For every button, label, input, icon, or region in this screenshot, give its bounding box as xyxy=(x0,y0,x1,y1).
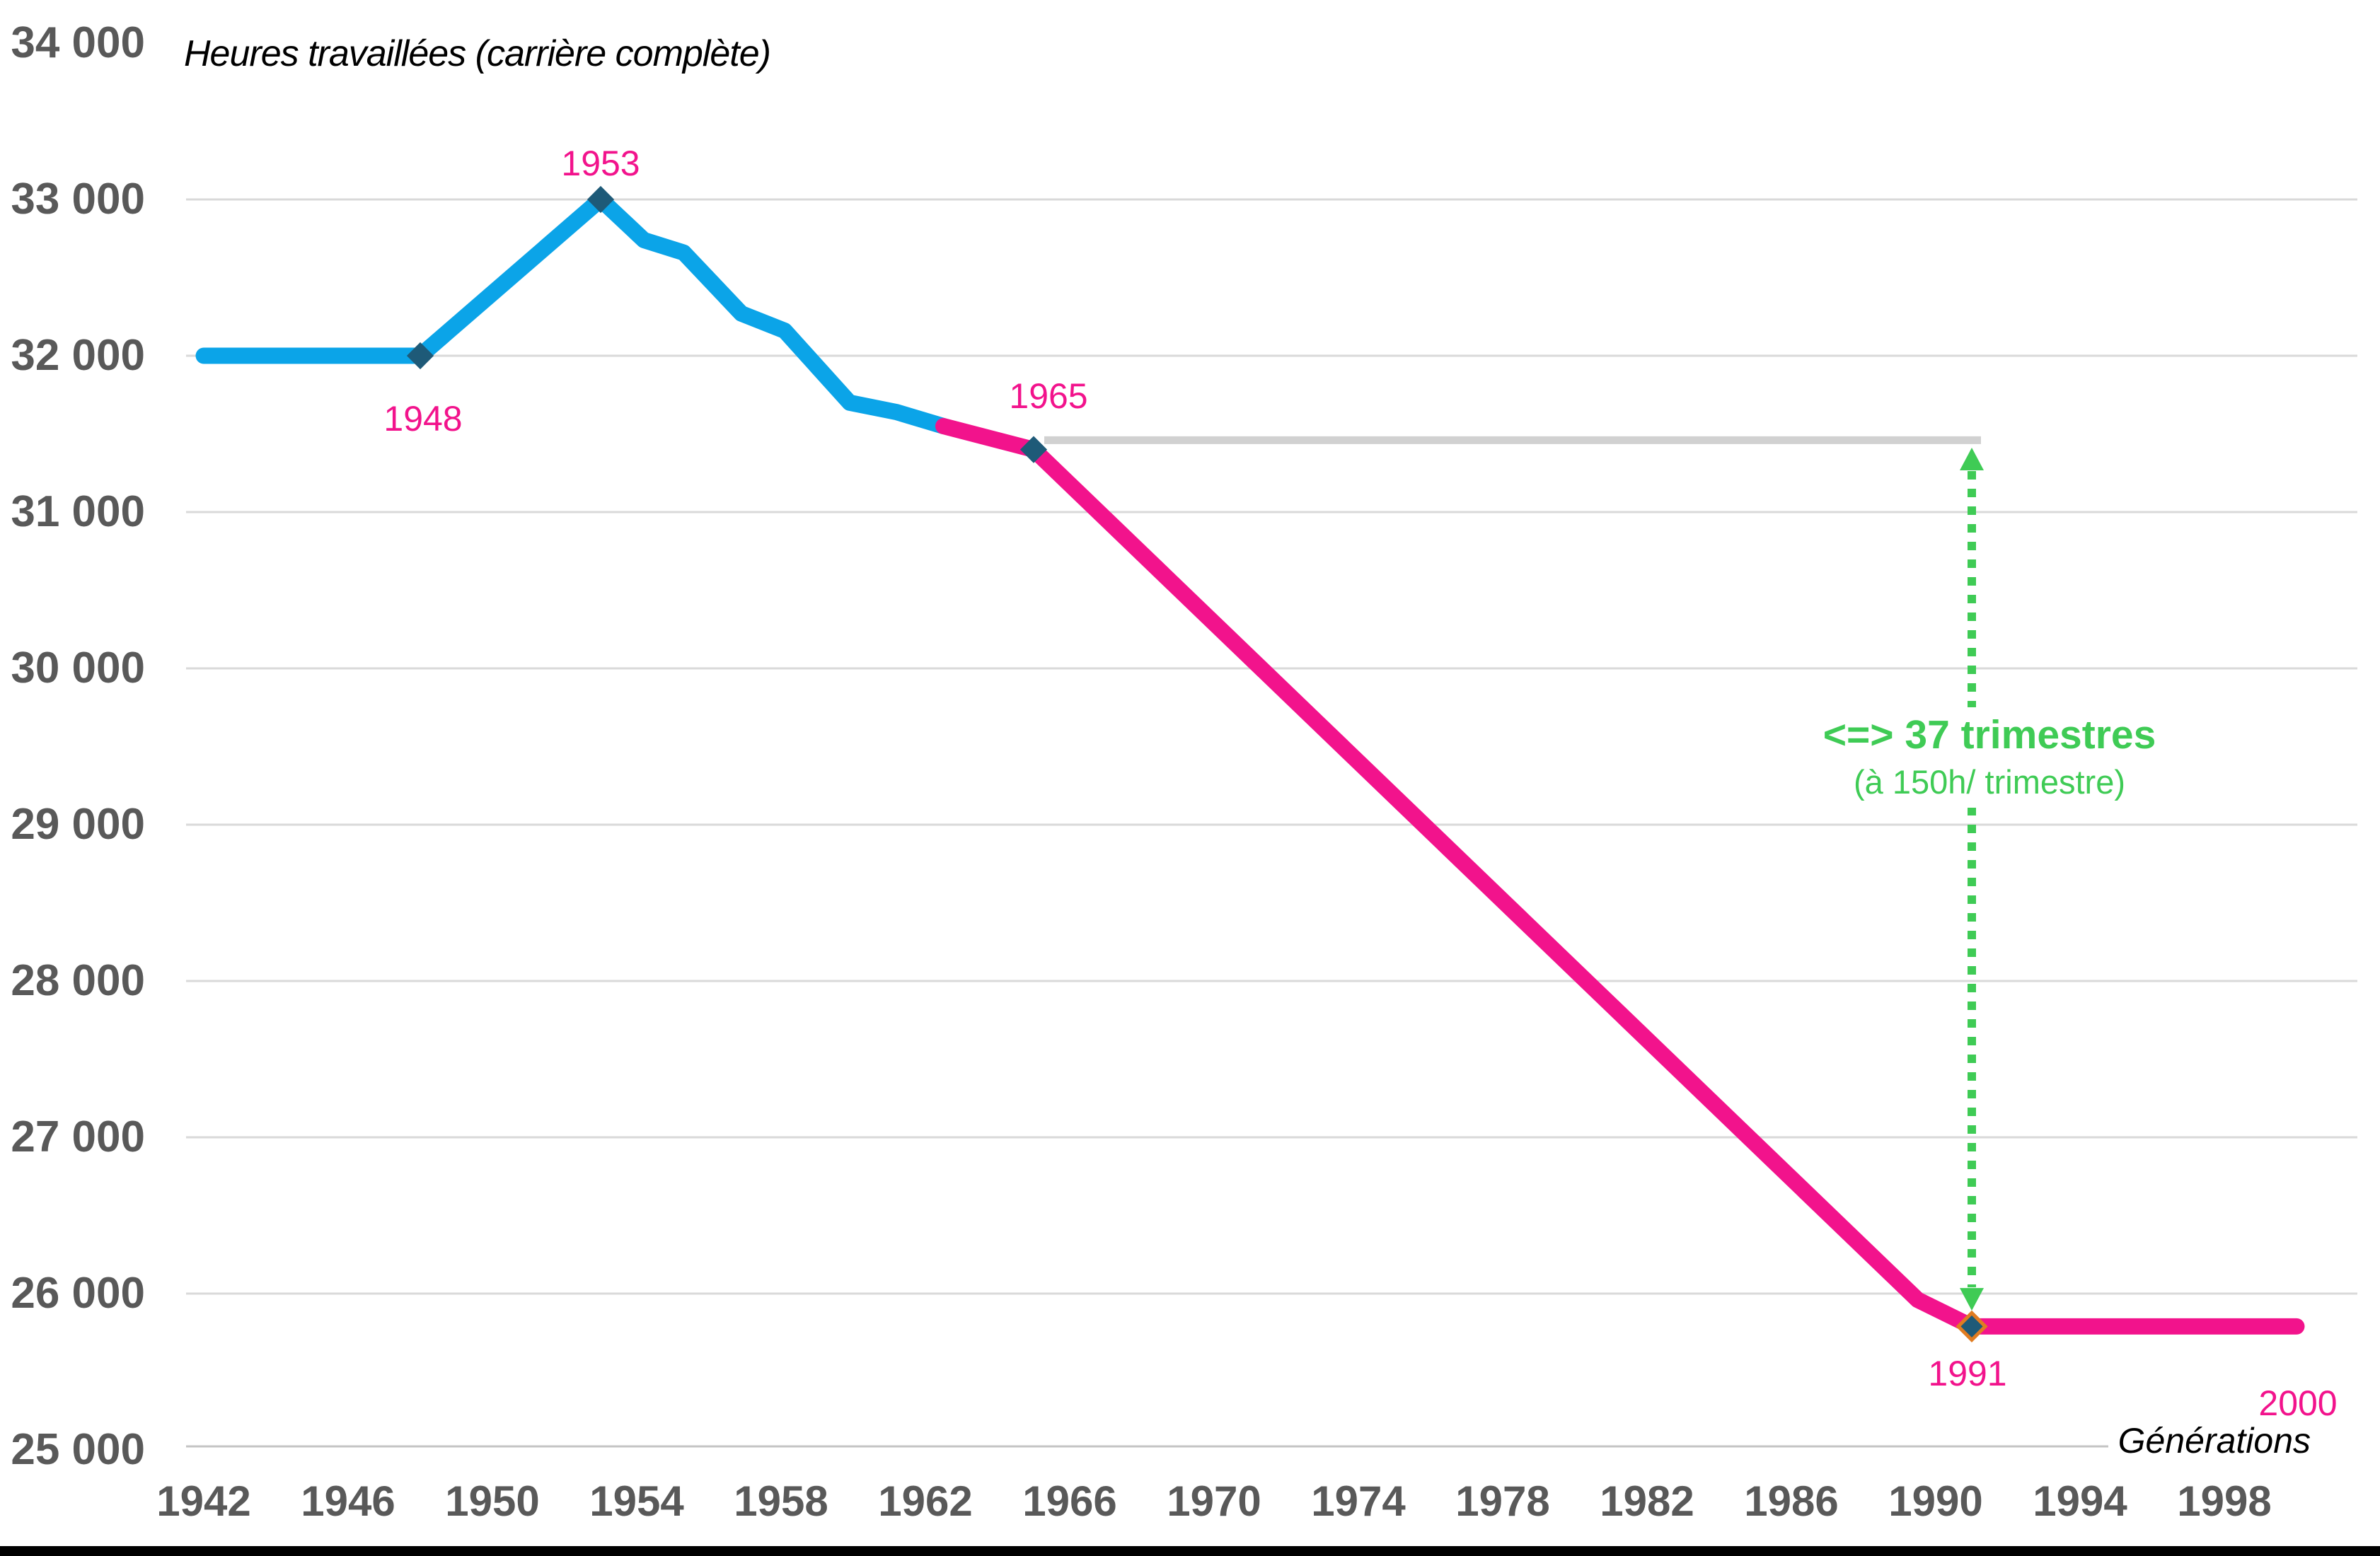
y-tick-label: 34 000 xyxy=(11,18,145,67)
x-tick-label: 1950 xyxy=(445,1477,540,1525)
x-tick-label: 1966 xyxy=(1022,1477,1117,1525)
x-tick-label: 1946 xyxy=(301,1477,395,1525)
data-line-generations-1962-2000-rose xyxy=(935,418,2305,1335)
y-tick-label: 29 000 xyxy=(11,800,145,849)
x-tick-label: 1982 xyxy=(1600,1477,1694,1525)
y-tick-label: 27 000 xyxy=(11,1113,145,1161)
x-tick-label: 1974 xyxy=(1311,1477,1406,1525)
x-tick-label: 1990 xyxy=(1888,1477,1983,1525)
trimestres-annotation-line2: (à 150h/ trimestre) xyxy=(1854,763,2125,801)
bottom-border-bar xyxy=(0,1546,2380,1556)
marker-diamond-1991 xyxy=(1956,1310,1988,1343)
y-tick-label: 30 000 xyxy=(11,644,145,692)
point-label-2000: 2000 xyxy=(2258,1383,2338,1424)
point-label-1965: 1965 xyxy=(1009,376,1088,416)
x-tick-label: 1998 xyxy=(2177,1477,2272,1525)
trimestres-arrow-head-down xyxy=(1960,1288,1984,1311)
marker-diamond-1965 xyxy=(1019,436,1048,463)
trimestres-annotation: <=> 37 trimestres (à 150h/ trimestre) xyxy=(1811,707,2168,808)
data-line-generations-1942-1962-bleu xyxy=(195,191,952,434)
x-tick-label: 1994 xyxy=(2033,1477,2127,1525)
x-tick-label: 1954 xyxy=(589,1477,684,1525)
point-label-1948: 1948 xyxy=(383,399,463,439)
x-tick-label: 1986 xyxy=(1744,1477,1839,1525)
y-tick-label: 33 000 xyxy=(11,175,145,223)
x-axis-title: Générations xyxy=(2118,1421,2311,1461)
x-tick-label: 1978 xyxy=(1455,1477,1550,1525)
y-tick-label: 31 000 xyxy=(11,487,145,536)
x-tick-label: 1942 xyxy=(156,1477,251,1525)
x-tick-label: 1958 xyxy=(734,1477,828,1525)
y-tick-label: 28 000 xyxy=(11,956,145,1005)
chart-title: Heures travaillées (carrière complète) xyxy=(184,33,771,74)
x-tick-label: 1962 xyxy=(878,1477,973,1525)
trimestres-arrow-head-up xyxy=(1960,447,1984,470)
y-tick-label: 25 000 xyxy=(11,1425,145,1474)
x-tick-label: 1970 xyxy=(1167,1477,1261,1525)
point-label-1991: 1991 xyxy=(1928,1354,2007,1394)
y-tick-label: 32 000 xyxy=(11,331,145,380)
trimestres-annotation-line1: <=> 37 trimestres xyxy=(1822,712,2156,757)
point-label-1953: 1953 xyxy=(561,144,640,183)
y-tick-label: 26 000 xyxy=(11,1269,145,1318)
